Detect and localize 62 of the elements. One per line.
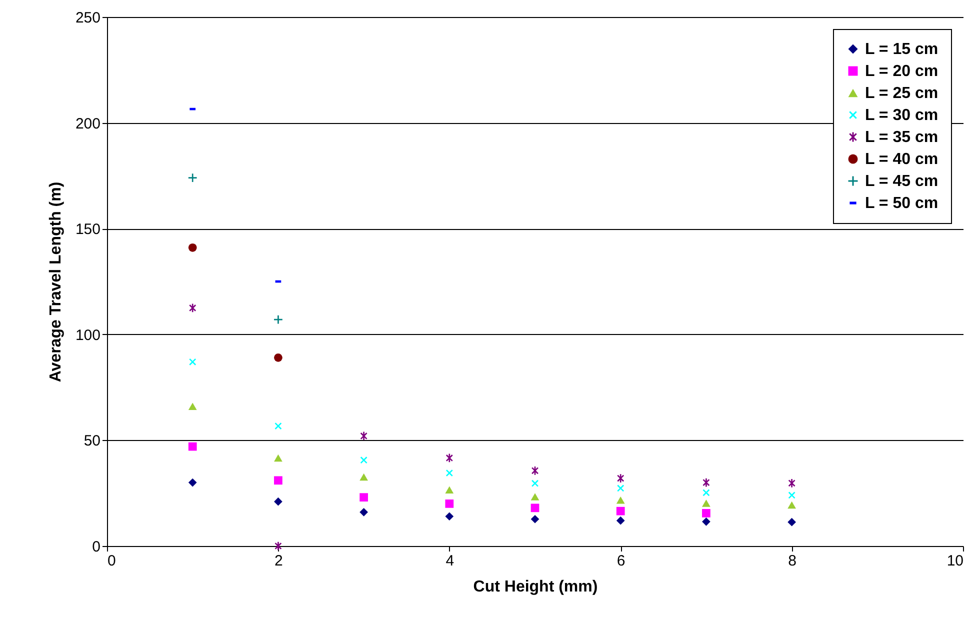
point [445,499,454,508]
point [788,501,796,509]
point [702,489,710,496]
x-tick-label: 4 [446,552,454,570]
point [188,402,197,410]
legend-label: L = 50 cm [865,195,938,212]
x-tick-label: 8 [788,552,796,570]
x-tick-label: 0 [108,552,116,570]
point [446,454,453,462]
point [188,478,197,487]
legend-label: L = 30 cm [865,107,938,124]
y-tick-label: 100 [75,326,100,344]
point [274,422,282,430]
point [188,174,197,182]
point [360,508,368,516]
point [530,493,540,500]
point [360,456,368,464]
point [616,496,625,504]
point [446,470,453,476]
x-tick-label: 2 [274,552,283,570]
y-tick-label: 250 [75,10,100,26]
point [189,358,196,366]
point [702,509,710,518]
y-tick-label: 200 [75,115,100,132]
point [274,354,282,362]
point [274,542,282,550]
point [788,492,796,499]
legend-label: L = 20 cm [865,63,938,80]
point [274,454,282,462]
point [188,442,197,451]
y-tick-label: 0 [92,538,100,556]
point [616,506,625,516]
y-axis-title: Average Travel Length (m) [47,182,64,382]
x-tick-label: 6 [616,552,626,570]
point [445,486,454,494]
point [360,493,368,502]
point [360,432,368,440]
legend-label: L = 45 cm [865,173,938,190]
point [702,478,710,487]
point [532,480,538,487]
point [274,315,282,324]
y-tick-label: 150 [75,221,100,238]
y-tick-label: 50 [84,432,100,450]
point [702,517,710,526]
legend-label: L = 35 cm [865,129,938,146]
point [616,516,625,525]
point [360,473,368,481]
point [530,504,540,512]
x-tick-label: 10 [946,552,964,570]
x-axis-title: Cut Height (mm) [473,578,598,596]
point [788,518,796,526]
point [617,484,624,492]
point [617,474,624,482]
point [530,514,540,524]
legend-label: L = 25 cm [865,85,938,102]
point [274,476,282,485]
point [274,497,282,506]
point [702,500,710,507]
legend-label: L = 40 cm [865,151,938,168]
legend-label: L = 15 cm [865,41,938,58]
point [445,512,454,521]
point [188,243,197,252]
